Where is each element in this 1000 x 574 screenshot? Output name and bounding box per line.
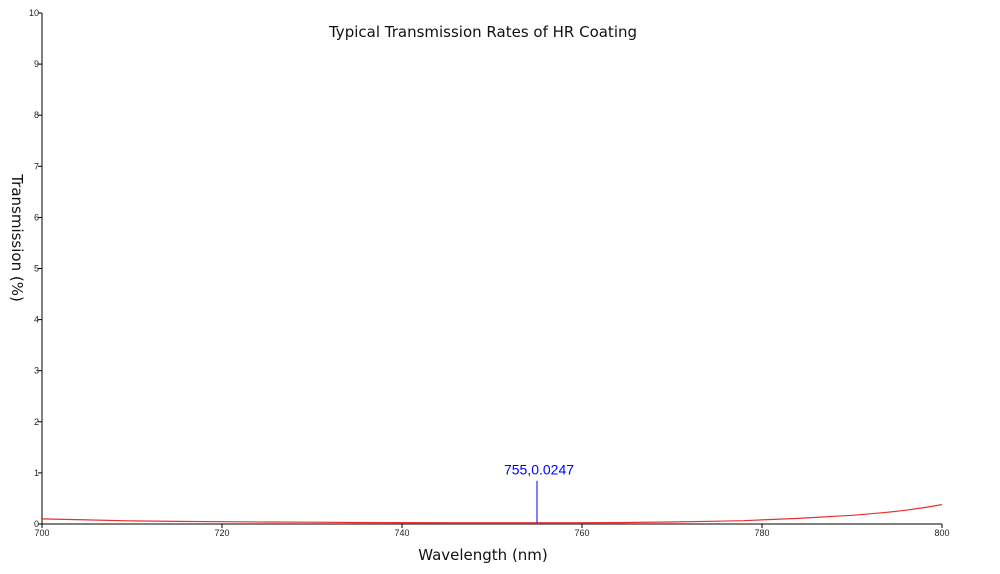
y-tick-label: 2: [34, 417, 39, 427]
y-tick-label: 1: [34, 468, 39, 478]
y-tick-label: 0: [34, 519, 39, 529]
y-tick-label: 9: [34, 59, 39, 69]
x-tick-label: 740: [394, 528, 409, 538]
y-tick-label: 6: [34, 212, 39, 222]
y-tick-label: 3: [34, 366, 39, 376]
y-tick-label: 4: [34, 315, 39, 325]
y-axis-title: Transmission (%): [8, 173, 26, 302]
x-tick-label: 760: [574, 528, 589, 538]
series-layer: [41, 504, 943, 524]
chart-title: Typical Transmission Rates of HR Coating: [328, 23, 637, 41]
x-tick-label: 800: [934, 528, 949, 538]
y-tick-label: 10: [29, 8, 39, 18]
x-axis-ticks: 700 720 740 760 780 800: [34, 524, 950, 538]
y-axis-ticks: 0 1 2 3 4 5 6 7 8 9 10: [29, 8, 42, 529]
x-tick-label: 780: [754, 528, 769, 538]
x-axis-title: Wavelength (nm): [418, 546, 548, 564]
y-tick-label: 8: [34, 110, 39, 120]
annotation-label: 755,0.0247: [504, 462, 574, 478]
transmission-series-line: [41, 504, 943, 524]
x-tick-label: 720: [214, 528, 229, 538]
x-tick-label: 700: [34, 528, 49, 538]
y-tick-label: 5: [34, 264, 39, 274]
annotation-layer: 755,0.0247: [504, 462, 574, 523]
y-tick-label: 7: [34, 161, 39, 171]
